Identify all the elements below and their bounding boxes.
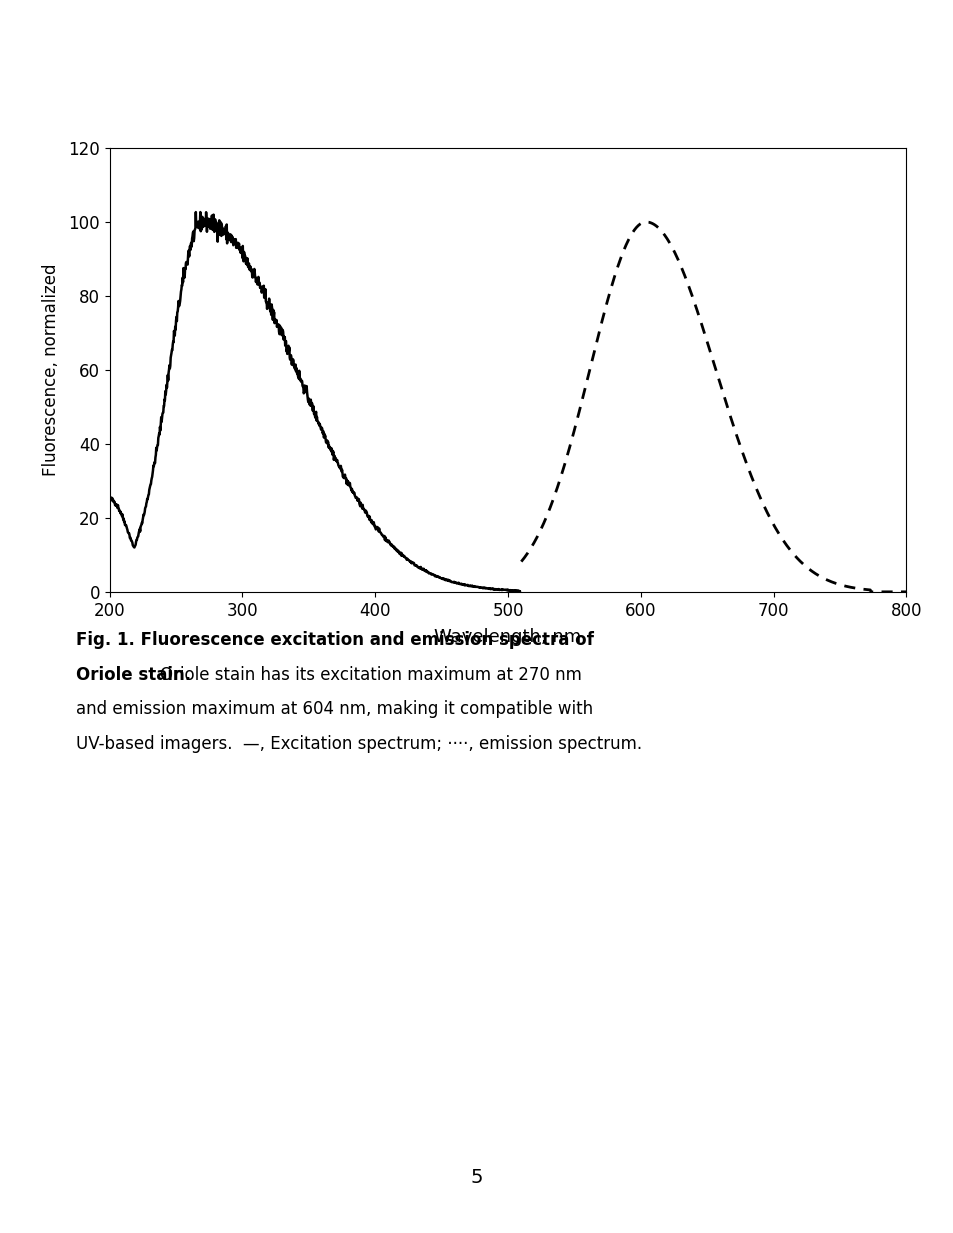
Text: Fig. 1. Fluorescence excitation and emission spectra of: Fig. 1. Fluorescence excitation and emis…: [76, 631, 594, 650]
Text: and emission maximum at 604 nm, making it compatible with: and emission maximum at 604 nm, making i…: [76, 700, 593, 719]
Y-axis label: Fluorescence, normalized: Fluorescence, normalized: [42, 264, 60, 476]
Text: Oriole stain has its excitation maximum at 270 nm: Oriole stain has its excitation maximum …: [76, 666, 581, 684]
Text: 5: 5: [470, 1168, 483, 1187]
Text: Oriole stain.: Oriole stain.: [76, 666, 192, 684]
X-axis label: Wavelength, nm: Wavelength, nm: [434, 628, 581, 646]
Text: UV-based imagers.  —, Excitation spectrum; ····, emission spectrum.: UV-based imagers. —, Excitation spectrum…: [76, 735, 641, 753]
